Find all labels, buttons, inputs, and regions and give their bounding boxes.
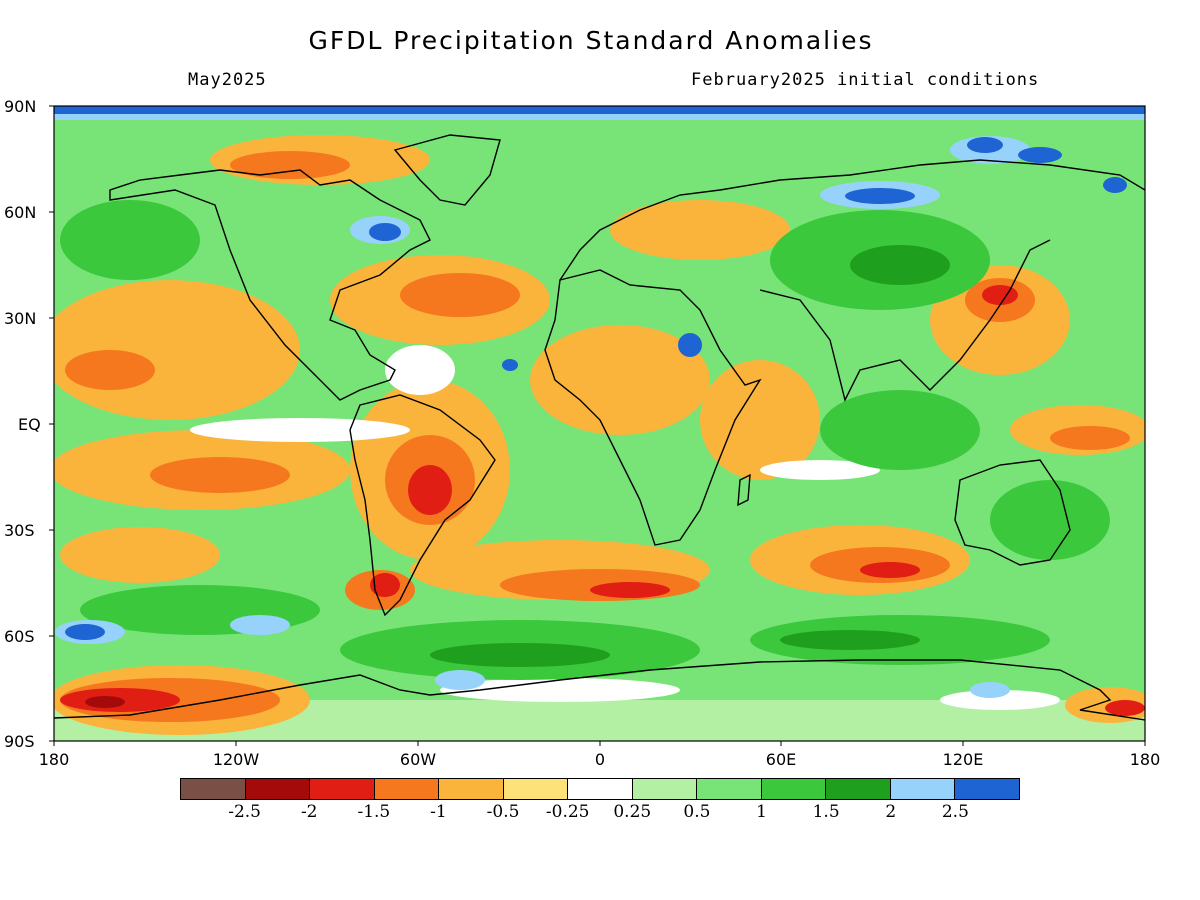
colorbar-swatch [697, 779, 762, 799]
colorbar-label: -0.5 [486, 802, 520, 822]
colorbar-swatch [310, 779, 375, 799]
lat-label-90s: 90S [4, 732, 35, 751]
lat-label-30s: 30S [4, 521, 35, 540]
map-title: GFDL Precipitation Standard Anomalies [308, 26, 874, 55]
lat-label-30n: 30N [4, 309, 37, 328]
colorbar-swatch [503, 779, 569, 799]
colorbar-label: -2.5 [228, 802, 261, 822]
colorbar-label: 1 [756, 802, 767, 822]
colorbar-label: -2 [300, 802, 318, 822]
colorbar-swatch [826, 779, 891, 799]
coastlines [54, 134, 1145, 721]
lon-label-180e: 180 [1129, 750, 1161, 769]
lat-label-60s: 60S [4, 627, 35, 646]
valid-month-label: May2025 [188, 70, 267, 90]
lon-label-60w: 60W [399, 750, 437, 769]
colorbar-swatch [245, 779, 311, 799]
init-conditions-label: February2025 initial conditions [691, 70, 1040, 90]
colorbar-label: -1.5 [357, 802, 391, 822]
colorbar-label: 2 [885, 802, 897, 822]
lon-label-120w: 120W [212, 750, 260, 769]
lon-label-0: 0 [594, 750, 606, 769]
colorbar-swatch [955, 779, 1019, 799]
lat-label-90n: 90N [4, 97, 37, 116]
colorbar-swatch [632, 779, 698, 799]
colorbar-label: 1.5 [812, 802, 840, 822]
neutral-regions [190, 345, 1060, 710]
lon-label-60e: 60E [765, 750, 797, 769]
colorbar-swatch [761, 779, 827, 799]
colorbar-swatch [890, 779, 956, 799]
colorbar-swatch [181, 779, 246, 799]
colorbar-label: -0.25 [545, 802, 590, 822]
colorbar-label: 0.25 [613, 802, 652, 822]
anomaly-field [54, 106, 1145, 741]
extreme-dry-anomaly [85, 696, 125, 708]
lat-label-60n: 60N [4, 203, 37, 222]
colorbar-legend [180, 778, 1020, 800]
colorbar-label: -1 [430, 802, 447, 822]
colorbar-label: 2.5 [941, 802, 969, 822]
colorbar-swatch [374, 779, 440, 799]
lon-label-180w: 180 [38, 750, 70, 769]
colorbar-swatch [568, 779, 633, 799]
axis-ticks [49, 105, 1146, 746]
strong-wet-anomaly-regions [430, 245, 950, 667]
colorbar-swatch [439, 779, 504, 799]
lat-label-eq: EQ [18, 415, 41, 434]
extreme-wet-anomaly-regions [65, 137, 1127, 640]
lon-label-120e: 120E [942, 750, 984, 769]
colorbar-label: 0.5 [683, 802, 711, 822]
